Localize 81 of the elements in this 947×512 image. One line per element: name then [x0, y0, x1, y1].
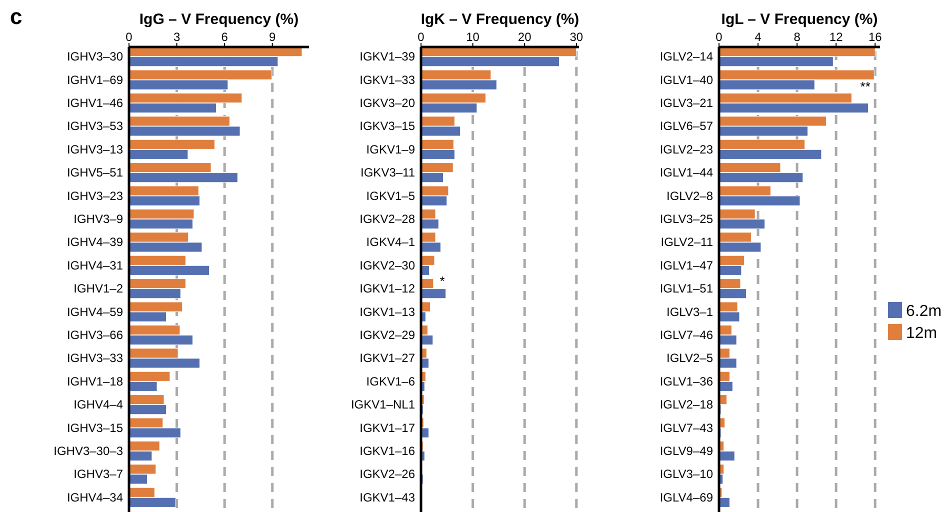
y-tick-label: IGLV2–8	[666, 188, 714, 203]
y-tick-label: IGKV3–20	[360, 96, 416, 110]
y-tick-label: IGLV1–51	[660, 282, 714, 296]
legend-label: 6.2m	[906, 303, 942, 320]
y-tick-label: IGHV3–13	[66, 142, 124, 156]
y-tick-label: IGLV2–14	[660, 50, 714, 64]
y-tick-label: IGHV4–39	[66, 235, 124, 250]
y-tick-label: IGKV1–39	[360, 50, 416, 64]
x-tick-label: 12	[829, 30, 844, 44]
y-tick-label: IGLV7–43	[660, 420, 714, 435]
x-tick-label: 20	[518, 30, 532, 44]
y-tick-label: IGKV2–26	[360, 467, 416, 482]
x-tick-label: 3	[173, 30, 180, 44]
y-tick-label: IGKV1–5	[366, 188, 416, 203]
x-tick-label: 0	[126, 30, 133, 44]
y-tick-label: IGKV1–43	[360, 490, 416, 504]
legend-label: 12m	[906, 325, 938, 342]
y-tick-label: IGKV1–NL1	[350, 398, 416, 412]
chart-title: IgK – V Frequency (%)	[420, 11, 580, 28]
y-tick-label: IGLV2–11	[660, 235, 714, 250]
y-tick-label: IGKV1–6	[366, 374, 416, 388]
x-tick-label: 0	[716, 30, 723, 44]
y-tick-label: IGKV1–27	[360, 351, 416, 366]
y-tick-label: IGHV3–53	[66, 119, 124, 134]
y-tick-label: IGHV1–18	[66, 374, 124, 388]
y-tick-label: IGKV1–9	[366, 142, 416, 156]
y-tick-label: IGKV2–29	[360, 328, 416, 342]
y-tick-label: IGKV2–30	[360, 258, 416, 272]
y-tick-label: IGHV3–23	[66, 188, 124, 203]
y-tick-label: IGLV6–57	[660, 119, 714, 134]
y-tick-label: IGLV1–47	[660, 258, 714, 272]
y-tick-label: IGKV3–11	[360, 166, 416, 180]
annotation: *	[440, 274, 445, 289]
y-tick-label: IGHV1–46	[66, 96, 124, 110]
y-tick-label: IGHV4–31	[66, 258, 124, 272]
y-tick-label: IGHV4–4	[74, 398, 124, 412]
y-tick-label: IGKV2–28	[360, 212, 416, 226]
y-tick-label: IGKV1–17	[360, 420, 416, 435]
y-tick-label: IGHV3–66	[66, 328, 124, 342]
y-tick-label: IGHV3–30–3	[54, 444, 124, 458]
y-tick-label: IGHV3–15	[66, 420, 124, 435]
y-tick-label: IGHV3–30	[66, 50, 124, 64]
y-tick-label: IGKV1–13	[360, 304, 416, 319]
y-tick-label: IGHV3–9	[74, 212, 124, 226]
y-tick-label: IGLV1–36	[660, 374, 714, 388]
y-tick-label: IGKV4–1	[366, 235, 416, 250]
y-tick-label: IGLV3–1	[666, 304, 714, 319]
y-tick-label: IGKV1–16	[360, 444, 416, 458]
y-tick-label: IGLV4–69	[660, 490, 714, 504]
x-tick-label: 10	[466, 30, 480, 44]
y-tick-label: IGLV2–5	[666, 351, 714, 366]
x-tick-label: 16	[868, 30, 882, 44]
y-tick-label: IGLV1–40	[660, 72, 714, 87]
y-tick-label: IGHV4–59	[66, 304, 124, 319]
y-tick-label: IGLV1–44	[660, 166, 714, 180]
x-tick-label: 8	[794, 30, 801, 44]
y-tick-label: IGKV1–33	[360, 72, 416, 87]
y-tick-label: IGHV4–34	[66, 490, 124, 504]
chart-title: IgL – V Frequency (%)	[721, 11, 878, 28]
x-tick-label: 6	[221, 30, 228, 44]
y-tick-label: IGKV1–12	[360, 282, 416, 296]
y-tick-label: IGLV3–10	[660, 467, 714, 482]
y-tick-label: IGLV2–18	[660, 398, 714, 412]
y-tick-label: IGLV7–46	[660, 328, 714, 342]
text: c	[10, 4, 22, 29]
x-tick-label: 0	[418, 30, 425, 44]
y-tick-label: IGHV3–7	[74, 467, 124, 482]
y-tick-label: IGLV2–23	[660, 142, 714, 156]
x-tick-label: 4	[754, 30, 762, 44]
y-tick-label: IGKV3–15	[360, 119, 416, 134]
y-tick-label: IGHV1–2	[74, 282, 124, 296]
y-tick-label: IGLV3–25	[660, 212, 714, 226]
y-tick-label: IGLV9–49	[660, 444, 714, 458]
x-tick-label: 9	[269, 30, 276, 44]
annotation: **	[860, 78, 870, 94]
x-tick-label: 30	[570, 30, 584, 44]
y-tick-label: IGHV1–69	[66, 72, 124, 87]
chart-title: IgG – V Frequency (%)	[139, 11, 299, 28]
y-tick-label: IGHV3–33	[66, 351, 124, 366]
y-tick-label: IGLV3–21	[660, 96, 714, 110]
y-tick-label: IGHV5–51	[66, 166, 124, 180]
